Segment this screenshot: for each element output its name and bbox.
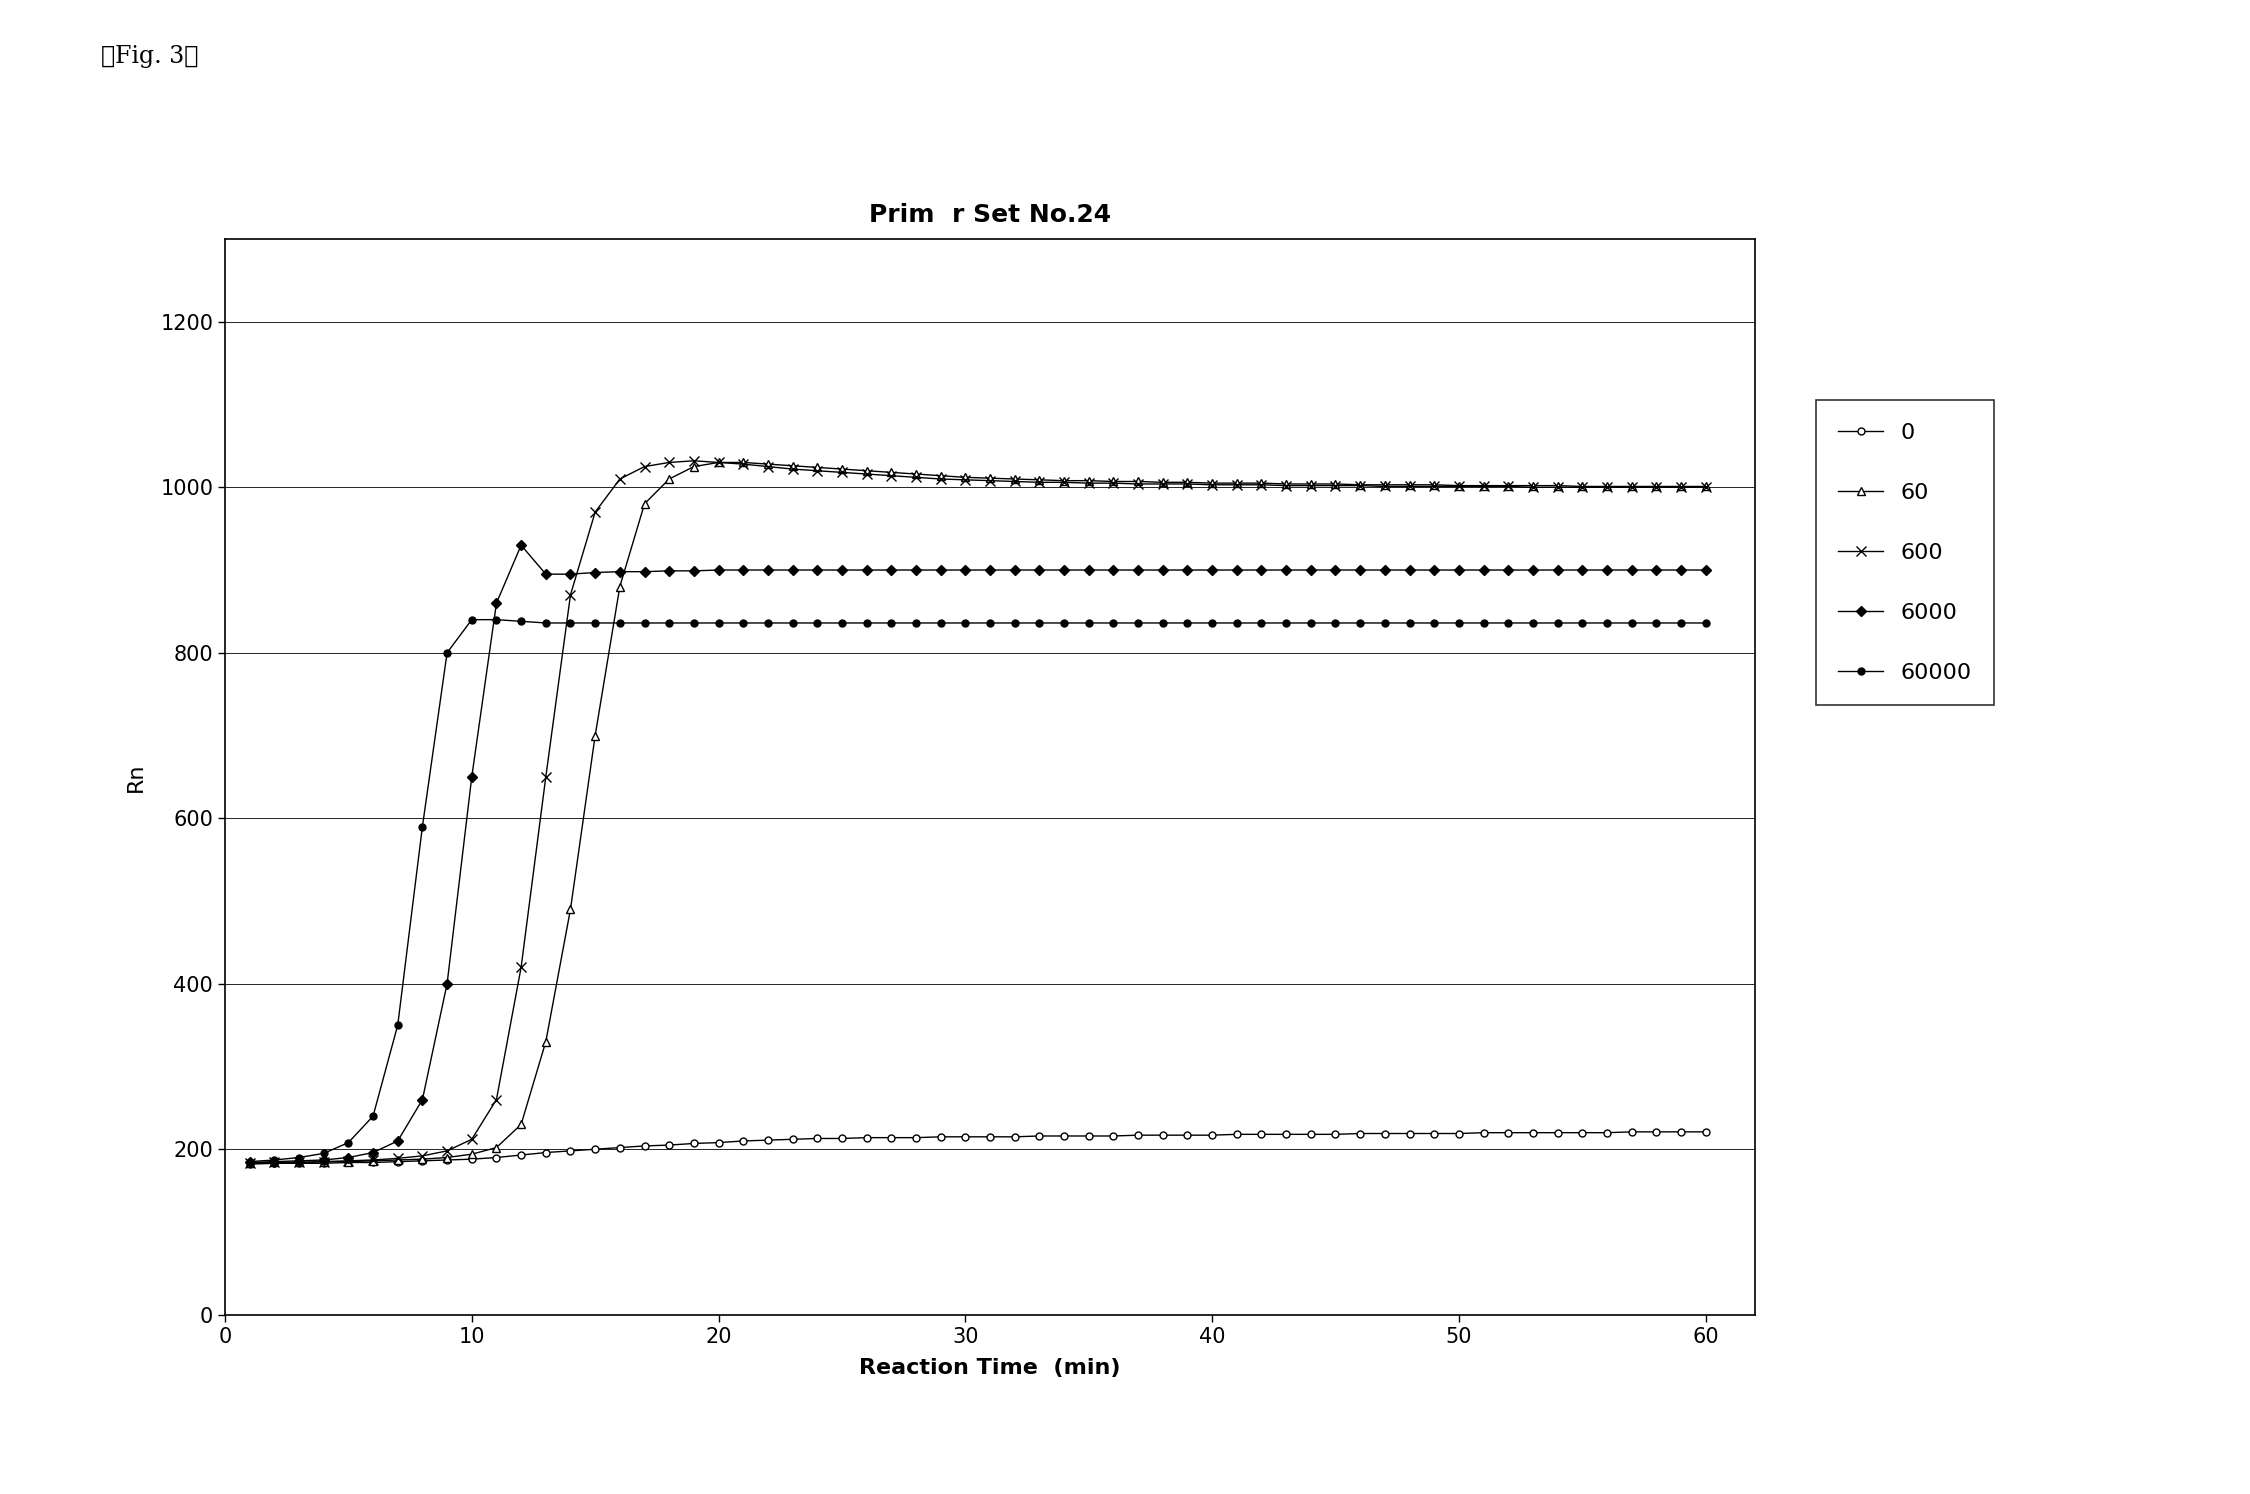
0 <box>484 1149 511 1167</box>
Line: 60: 60 <box>245 459 1710 1167</box>
600 <box>754 457 781 475</box>
600 <box>729 456 756 474</box>
0 <box>236 1155 263 1173</box>
0 <box>605 1138 632 1156</box>
60000 <box>1174 614 1202 632</box>
0 <box>1692 1123 1719 1141</box>
6000 <box>1174 562 1202 580</box>
60000 <box>236 1153 263 1171</box>
60000 <box>729 614 756 632</box>
60 <box>484 1138 511 1156</box>
600 <box>655 454 682 472</box>
Line: 6000: 6000 <box>245 542 1710 1165</box>
Line: 0: 0 <box>245 1128 1710 1168</box>
60000 <box>754 614 781 632</box>
Legend: 0, 60, 600, 6000, 60000: 0, 60, 600, 6000, 60000 <box>1816 400 1994 705</box>
0 <box>1150 1126 1177 1144</box>
0 <box>704 1134 731 1152</box>
60 <box>1174 474 1202 492</box>
60 <box>655 471 682 489</box>
600 <box>605 471 632 489</box>
Line: 600: 600 <box>245 456 1710 1168</box>
600 <box>236 1155 263 1173</box>
Line: 60000: 60000 <box>245 616 1710 1165</box>
60 <box>236 1155 263 1173</box>
6000 <box>1692 562 1719 580</box>
60000 <box>459 611 486 629</box>
6000 <box>729 562 756 580</box>
6000 <box>484 595 511 613</box>
Title: Prim  r Set No.24: Prim r Set No.24 <box>868 203 1112 227</box>
60 <box>605 578 632 596</box>
6000 <box>508 536 536 554</box>
600 <box>484 1091 511 1109</box>
60 <box>729 454 756 472</box>
60000 <box>508 613 536 630</box>
0 <box>1618 1123 1645 1141</box>
600 <box>1174 475 1202 493</box>
600 <box>680 451 706 469</box>
Text: 』Fig. 3『: 』Fig. 3『 <box>101 45 198 67</box>
60 <box>754 456 781 474</box>
60 <box>704 454 731 472</box>
60000 <box>1692 614 1719 632</box>
0 <box>655 1135 682 1153</box>
60000 <box>680 614 706 632</box>
60000 <box>630 614 657 632</box>
60 <box>1692 478 1719 496</box>
6000 <box>236 1153 263 1171</box>
X-axis label: Reaction Time  (min): Reaction Time (min) <box>860 1358 1120 1377</box>
Y-axis label: Rn: Rn <box>126 762 146 792</box>
600 <box>1692 478 1719 496</box>
6000 <box>754 562 781 580</box>
6000 <box>680 562 706 580</box>
6000 <box>630 563 657 581</box>
0 <box>729 1132 756 1150</box>
